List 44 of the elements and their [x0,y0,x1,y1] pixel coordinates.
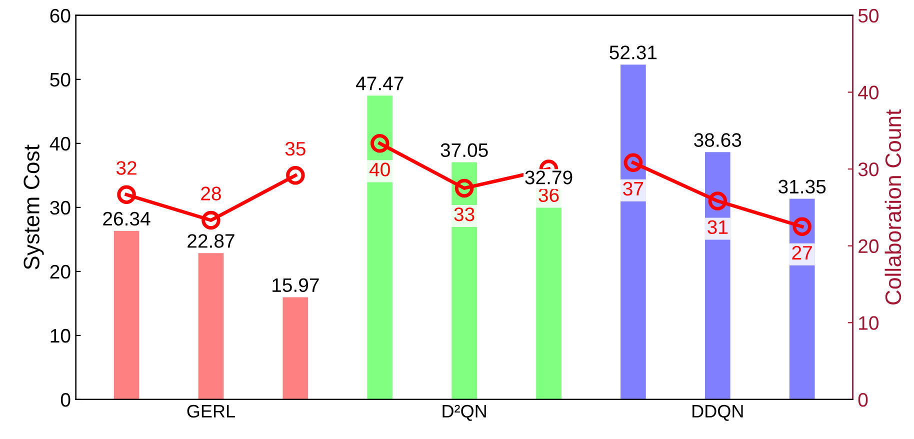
data-label: 52.31 [610,46,657,60]
data-label: 31.35 [778,180,826,194]
point [202,210,220,230]
data-label: 27 [792,246,812,260]
y2-tick-label: 0 [858,392,868,407]
y2-tick-label: 50 [858,8,878,23]
y-tick-label: 30 [50,200,70,215]
point [708,192,728,210]
y-tick-label: 60 [50,8,70,23]
y2-tick-label: 10 [859,316,878,330]
point [454,178,474,198]
y-tick-label: 20 [50,264,70,279]
y2-tick-label: 20 [858,239,878,254]
data-label: 22.87 [188,234,234,248]
y-axis-title: System Cost [24,144,44,270]
data-label: 28 [201,186,221,200]
point [624,153,643,172]
y-tick-label: 0 [60,392,70,407]
data-label: 33 [454,207,474,222]
data-label: 35 [285,142,306,156]
point [117,185,136,204]
x-tick-label: D²QN [442,404,486,421]
data-label: 32.79 [525,170,572,184]
point [286,166,305,185]
data-label: 40 [370,162,390,176]
y2-axis-title: Collaboration Count [884,109,902,304]
data-label: 32 [116,161,136,175]
data-label: 47.47 [356,76,404,90]
y2-tick-label: 40 [858,86,878,100]
point [370,134,390,153]
data-label: 31 [708,220,728,234]
point [792,217,812,236]
data-label: 26.34 [103,212,150,226]
data-label: 37.05 [440,143,488,158]
x-tick-label: GERL [187,404,235,418]
data-label: 37 [623,182,644,196]
y-tick-label: 10 [50,328,70,343]
y2-tick-label: 30 [858,162,878,176]
data-label: 38.63 [694,133,742,147]
x-tick-label: DDQN [692,404,743,421]
y-tick-label: 40 [50,136,70,151]
data-label: 36 [538,188,559,202]
data-label: 15.97 [272,278,319,292]
y-tick-label: 50 [50,72,70,87]
